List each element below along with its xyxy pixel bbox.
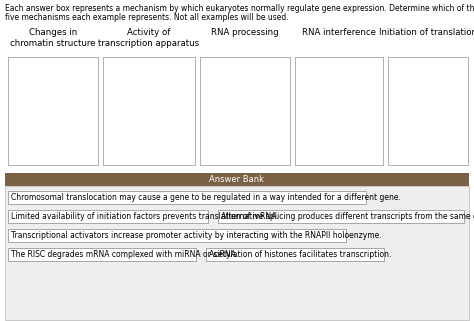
Bar bbox=[103, 57, 195, 165]
Text: RNA interference: RNA interference bbox=[302, 28, 376, 37]
Bar bbox=[8, 57, 98, 165]
Bar bbox=[218, 210, 464, 223]
Text: Each answer box represents a mechanism by which eukaryotes normally regulate gen: Each answer box represents a mechanism b… bbox=[5, 4, 474, 13]
Bar bbox=[8, 248, 196, 261]
Text: Answer Bank: Answer Bank bbox=[210, 175, 264, 184]
Text: RNA processing: RNA processing bbox=[211, 28, 279, 37]
Text: Transcriptional activators increase promoter activity by interacting with the RN: Transcriptional activators increase prom… bbox=[11, 231, 382, 240]
Text: Limited availability of initiation factors prevents translation of mRNA.: Limited availability of initiation facto… bbox=[11, 212, 279, 221]
Text: Alternative splicing produces different transcripts from the same gene.: Alternative splicing produces different … bbox=[221, 212, 474, 221]
Bar bbox=[8, 229, 346, 242]
Bar bbox=[5, 173, 469, 186]
Bar bbox=[200, 57, 290, 165]
Bar bbox=[8, 191, 366, 204]
Bar bbox=[206, 248, 384, 261]
Text: Changes in
chromatin structure: Changes in chromatin structure bbox=[10, 28, 96, 48]
Text: Acetylation of histones facilitates transcription.: Acetylation of histones facilitates tran… bbox=[209, 250, 392, 259]
Bar bbox=[388, 57, 468, 165]
Text: Chromosomal translocation may cause a gene to be regulated in a way intended for: Chromosomal translocation may cause a ge… bbox=[11, 193, 401, 202]
Bar bbox=[5, 186, 469, 320]
Text: Activity of
transcription apparatus: Activity of transcription apparatus bbox=[99, 28, 200, 48]
Text: five mechanisms each example represents. Not all examples will be used.: five mechanisms each example represents.… bbox=[5, 13, 289, 22]
Bar bbox=[295, 57, 383, 165]
Text: Initiation of translation: Initiation of translation bbox=[379, 28, 474, 37]
Bar bbox=[8, 210, 208, 223]
Text: The RISC degrades mRNA complexed with miRNA or siRNA.: The RISC degrades mRNA complexed with mi… bbox=[11, 250, 238, 259]
